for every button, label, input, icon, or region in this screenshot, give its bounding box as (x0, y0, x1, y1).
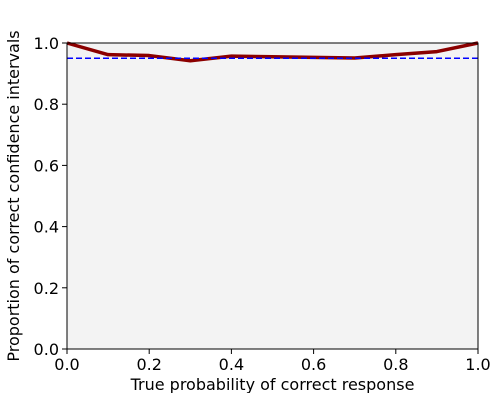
plot-frame (66, 42, 479, 350)
series-layer (66, 41, 479, 63)
y-tick-label: 1.0 (34, 34, 59, 53)
x-tick-label: 0.0 (54, 355, 79, 374)
x-tick-label: 0.8 (383, 355, 408, 374)
y-axis-ticks: 0.0 0.2 0.4 0.6 0.8 1.0 (34, 34, 67, 359)
x-axis-ticks: 0.0 0.2 0.4 0.6 0.8 1.0 (54, 349, 491, 374)
y-tick-label: 0.8 (34, 95, 59, 114)
y-tick-label: 0.4 (34, 218, 59, 237)
plot-background (67, 43, 478, 349)
y-tick-label: 0.6 (34, 156, 59, 175)
series-line-1 (66, 41, 479, 63)
y-tick-label: 0.2 (34, 279, 59, 298)
x-tick-label: 0.6 (301, 355, 326, 374)
y-tick-label: 0.0 (34, 340, 59, 359)
y-axis-title: Proportion of correct confidence interva… (4, 30, 23, 361)
x-tick-label: 0.2 (136, 355, 161, 374)
x-tick-label: 0.4 (219, 355, 244, 374)
x-axis-title: True probability of correct response (130, 375, 415, 393)
x-tick-label: 1.0 (465, 355, 490, 374)
